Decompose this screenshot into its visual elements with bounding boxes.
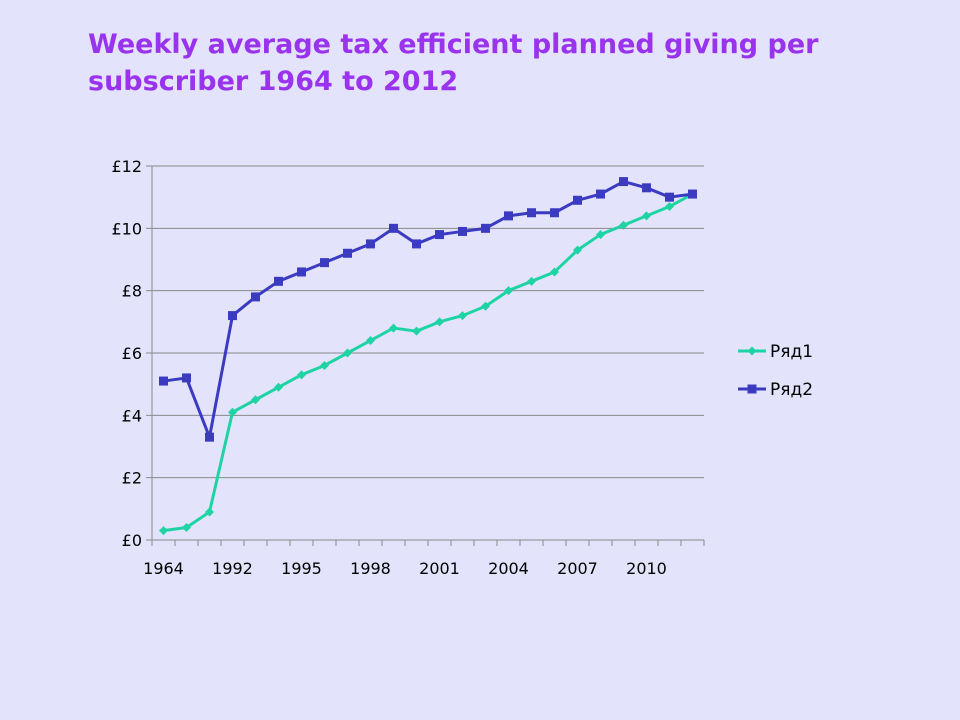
gridlines [152,165,704,479]
data-point [642,211,651,221]
data-point [619,177,628,187]
y-tick-label: £0 [122,531,142,550]
x-tick-label: 2001 [419,559,460,578]
x-tick-label: 2004 [488,559,529,578]
x-tick-label: 1992 [212,559,253,578]
data-point [665,192,674,202]
data-point [642,183,651,193]
data-point [481,223,490,233]
x-tick-labels: 1964 1992 1995 1998 2001 2004 2007 2010 [143,559,667,578]
data-point [251,395,260,405]
legend-label: Ряд1 [770,342,813,362]
data-point [527,208,536,218]
data-point [435,317,444,327]
data-point [205,507,214,517]
x-tick-label: 1964 [143,559,184,578]
data-point [366,239,375,249]
chart-title: Weekly average tax efficient planned giv… [88,29,819,97]
data-point [320,360,329,370]
legend-item: Ряд2 [738,380,813,400]
data-point [688,189,697,199]
data-point [619,220,628,230]
data-point [228,407,237,417]
series-layer [159,177,697,536]
x-tick-label: 2007 [557,559,598,578]
data-point [274,382,283,392]
data-point [481,301,490,311]
y-tick-label: £4 [122,406,142,425]
data-point [297,370,306,380]
data-point [389,223,398,233]
data-point [159,376,168,386]
data-point [182,373,191,383]
data-point [412,326,421,336]
data-point [343,348,352,358]
data-point [573,195,582,205]
data-point [182,523,191,533]
data-point [297,267,306,277]
y-tick-label: £12 [111,157,142,176]
series-2 [159,177,697,442]
legend-marker [747,346,757,356]
data-point [596,189,605,199]
series-line [163,180,693,439]
data-point [550,267,559,277]
data-point [573,245,582,255]
data-point [251,292,260,302]
data-point [205,432,214,442]
data-point [527,276,536,286]
legend-item: Ряд1 [738,342,813,362]
legend-marker [747,384,757,394]
data-point [320,258,329,268]
data-point [550,208,559,218]
y-tick-label: £10 [111,219,142,238]
data-point [159,526,168,536]
legend: Ряд1 Ряд2 [738,342,813,400]
data-point [435,230,444,240]
data-point [458,226,467,236]
y-tick-label: £2 [122,469,142,488]
data-point [458,311,467,321]
data-point [274,276,283,286]
data-point [504,286,513,296]
y-tick-label: £6 [122,344,142,363]
data-point [412,239,421,249]
x-tick-label: 1995 [281,559,322,578]
y-tick-label: £8 [122,282,142,301]
data-point [389,323,398,333]
series-line [163,192,694,533]
axes [146,165,705,546]
data-point [366,336,375,346]
legend-label: Ряд2 [770,380,813,400]
y-tick-labels: £0 £2 £4 £6 £8 £10 £12 [111,157,142,550]
x-tick-label: 1998 [350,559,391,578]
series-1 [159,189,697,536]
data-point [504,211,513,221]
data-point [596,230,605,240]
data-point [343,248,352,258]
x-tick-label: 2010 [626,559,667,578]
data-point [228,311,237,321]
data-point [665,202,674,212]
